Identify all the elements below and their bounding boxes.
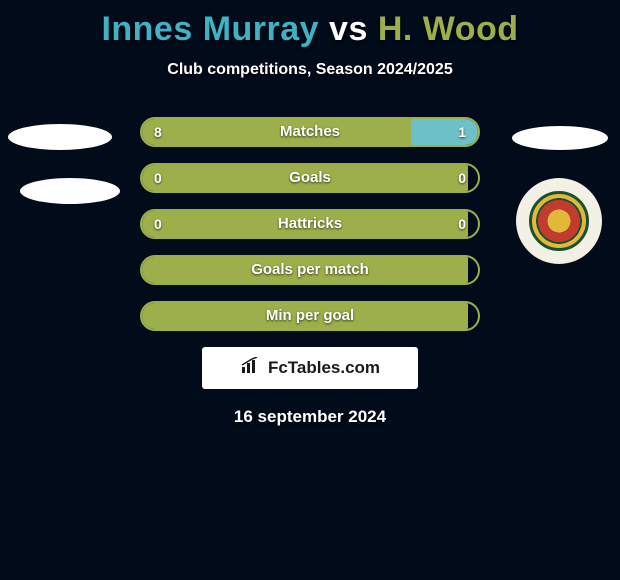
player1-name: Innes Murray — [101, 10, 319, 48]
bar-goals: 0 Goals 0 — [140, 163, 480, 193]
player2-club-logo-1 — [512, 126, 608, 150]
player1-club-logo-1 — [8, 124, 112, 150]
bar-label: Goals — [142, 165, 478, 191]
bar-hattricks: 0 Hattricks 0 — [140, 209, 480, 239]
page-title: Innes Murray vs H. Wood — [0, 0, 620, 49]
bar-goals-per-match: Goals per match — [140, 255, 480, 285]
bar-matches: 8 Matches 1 — [140, 117, 480, 147]
bar-label: Goals per match — [142, 257, 478, 283]
subtitle: Club competitions, Season 2024/2025 — [0, 61, 620, 79]
vs-text: vs — [329, 10, 368, 48]
source-badge: FcTables.com — [202, 347, 418, 389]
bar-value-right: 0 — [458, 211, 466, 237]
crest-icon — [529, 191, 589, 251]
player2-name: H. Wood — [378, 10, 519, 48]
player1-club-logo-2 — [20, 178, 120, 204]
bar-label: Hattricks — [142, 211, 478, 237]
date-text: 16 september 2024 — [0, 407, 620, 427]
bar-value-right: 0 — [458, 165, 466, 191]
bar-label: Matches — [142, 119, 478, 145]
bar-label: Min per goal — [142, 303, 478, 329]
source-badge-text: FcTables.com — [268, 358, 380, 378]
bar-min-per-goal: Min per goal — [140, 301, 480, 331]
bar-value-right: 1 — [458, 119, 466, 145]
bar-chart-icon — [240, 357, 262, 380]
annan-athletic-crest — [516, 178, 602, 264]
comparison-bars: 8 Matches 1 0 Goals 0 0 Hattricks 0 Goal… — [140, 117, 480, 331]
